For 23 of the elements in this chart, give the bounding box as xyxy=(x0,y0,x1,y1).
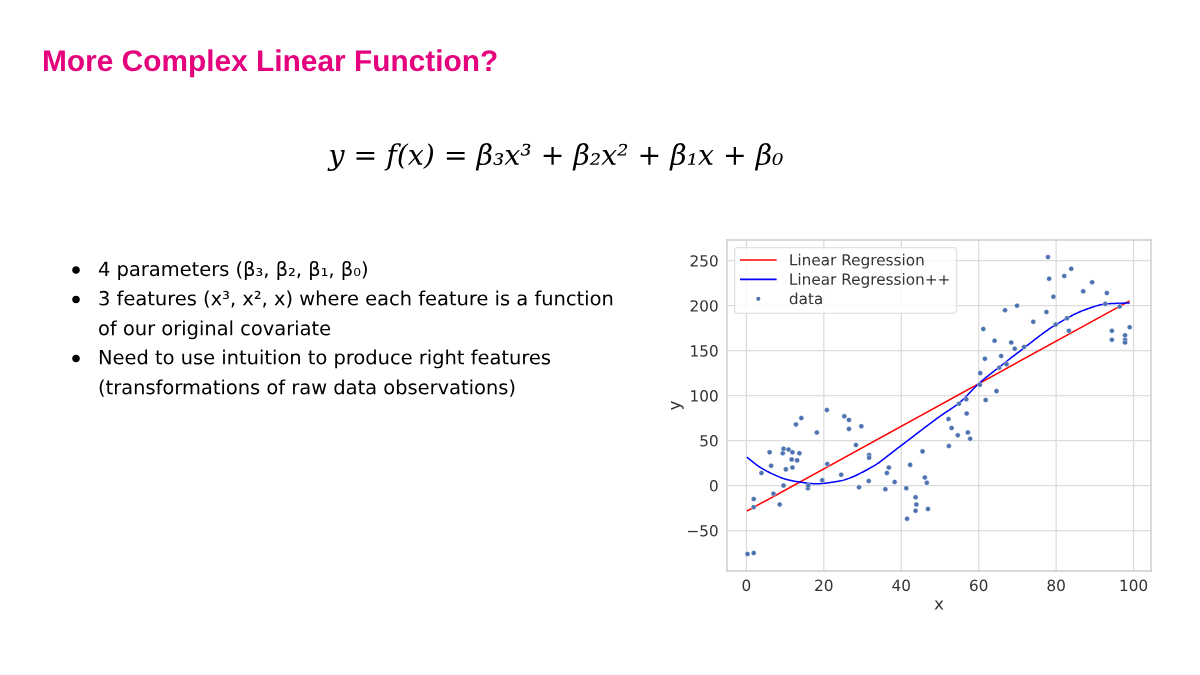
y-axis-title: y xyxy=(671,401,684,410)
x-tick-label: 100 xyxy=(1120,579,1148,592)
legend-label: data xyxy=(789,292,822,305)
y-tick-label: −50 xyxy=(688,524,718,537)
legend-label: Linear Regression xyxy=(790,253,924,269)
x-tick-label: 20 xyxy=(815,579,833,592)
text: More Complex Linear Function? xyxy=(44,49,497,78)
legend-label: Linear Regression++ xyxy=(790,273,949,288)
text: y = f(x) = β₃x³ + β₂x² + β₁x + β₀ xyxy=(327,143,783,171)
text: 4 parameters (β₃, β₂, β₁, β₀) xyxy=(98,261,367,280)
x-tick-label: 60 xyxy=(970,579,988,592)
x-tick-label: 40 xyxy=(892,579,910,592)
x-axis-title: x xyxy=(934,600,944,610)
y-tick-label: 0 xyxy=(709,480,718,492)
x-tick-label: 80 xyxy=(1047,579,1065,592)
y-tick-label: 250 xyxy=(690,255,718,267)
y-tick-label: 50 xyxy=(700,435,718,447)
y-tick-label: 100 xyxy=(691,390,718,402)
x-tick-label: 0 xyxy=(742,579,751,592)
y-tick-label: 200 xyxy=(690,300,718,312)
text: Need to use intuition to produce right features (transformations of raw data observations) xyxy=(99,349,551,397)
text: 3 features (x³, x², x) where each feature is a function of our original covariate xyxy=(99,290,613,340)
y-tick-label: 150 xyxy=(691,345,718,357)
